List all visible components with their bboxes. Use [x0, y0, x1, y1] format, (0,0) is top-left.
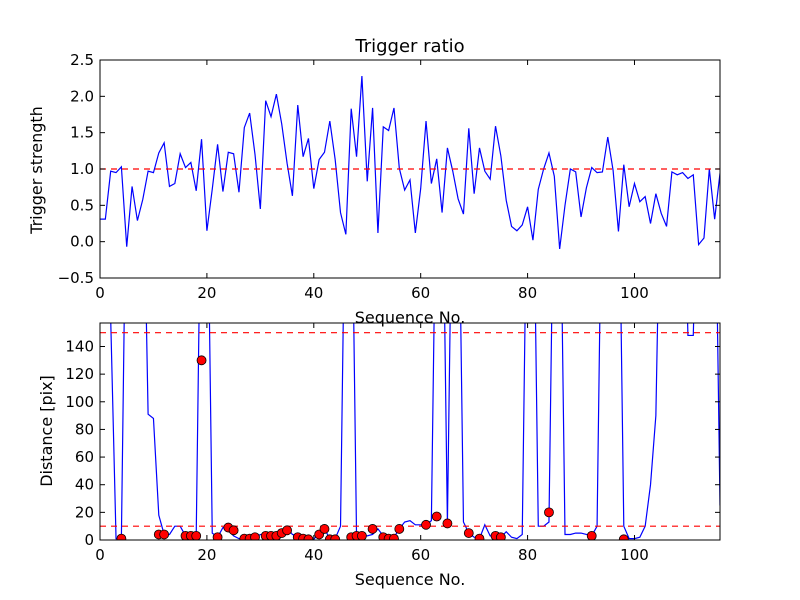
- y-tick-label: 40: [75, 476, 94, 494]
- data-point: [330, 534, 341, 540]
- y-tick-label: 0.5: [70, 196, 94, 214]
- data-point: [196, 355, 207, 366]
- data-point: [474, 533, 485, 540]
- x-tick-label: 20: [197, 546, 216, 564]
- x-tick-label: 20: [197, 284, 216, 302]
- x-axis-label: Sequence No.: [355, 570, 466, 589]
- data-point: [367, 524, 378, 534]
- x-tick-label: 100: [620, 284, 649, 302]
- y-tick-label: 1.5: [70, 124, 94, 142]
- data-point: [228, 525, 239, 536]
- data-point: [389, 533, 399, 540]
- data-point: [282, 525, 292, 536]
- trigger-ratio-panel: Trigger ratio Sequence No. Trigger stren…: [27, 36, 721, 327]
- y-tick-label: 60: [75, 448, 94, 466]
- data-point: [319, 524, 330, 534]
- y-tick-label: 120: [65, 365, 94, 383]
- data-point: [116, 533, 127, 540]
- y-axis-label: Trigger strength: [27, 106, 46, 235]
- x-tick-label: 0: [95, 284, 105, 302]
- y-tick-label: 80: [75, 420, 94, 438]
- data-point: [495, 532, 506, 540]
- y-tick-label: 0: [84, 531, 94, 549]
- data-point: [442, 518, 453, 529]
- series-line: [100, 75, 720, 250]
- y-tick-label: 2.5: [70, 51, 94, 69]
- data-point: [431, 511, 442, 522]
- data-point: [544, 507, 554, 518]
- distance-panel: Sequence No. Distance [pix] 0 20 40 60 80 100…: [37, 322, 721, 589]
- data-point: [618, 534, 629, 540]
- x-axis-label: Sequence No.: [355, 308, 466, 327]
- data-point: [191, 530, 202, 540]
- y-tick-label: 1.0: [70, 160, 94, 178]
- data-point: [421, 519, 431, 530]
- y-tick-label: 0.0: [70, 233, 94, 251]
- x-tick-label: 80: [518, 284, 537, 302]
- data-point: [394, 524, 405, 534]
- y-tick-label: 2.0: [70, 87, 94, 105]
- x-tick-label: 40: [304, 546, 323, 564]
- plot-area: [100, 75, 720, 250]
- x-tick-label: 80: [518, 546, 537, 564]
- y-tick-label: 20: [75, 503, 94, 521]
- data-point: [303, 534, 314, 540]
- x-tick-label: 60: [411, 284, 430, 302]
- data-point: [212, 532, 223, 540]
- data-point: [463, 528, 474, 538]
- data-point: [356, 530, 367, 540]
- x-tick-label: 100: [620, 546, 649, 564]
- axes-frame: [99, 322, 721, 541]
- x-tick-label: 40: [304, 284, 323, 302]
- chart-title: Trigger ratio: [354, 36, 464, 57]
- x-tick-label: 0: [95, 546, 105, 564]
- data-point: [250, 532, 260, 540]
- series-line: [110, 323, 720, 540]
- data-point: [159, 529, 170, 540]
- y-tick-label: 100: [65, 393, 94, 411]
- data-point: [586, 530, 597, 540]
- y-axis-label: Distance [pix]: [37, 375, 56, 487]
- x-tick-label: 60: [411, 546, 430, 564]
- y-tick-label: 140: [65, 337, 94, 355]
- plot-area: [100, 323, 720, 540]
- y-tick-label: −0.5: [58, 269, 94, 287]
